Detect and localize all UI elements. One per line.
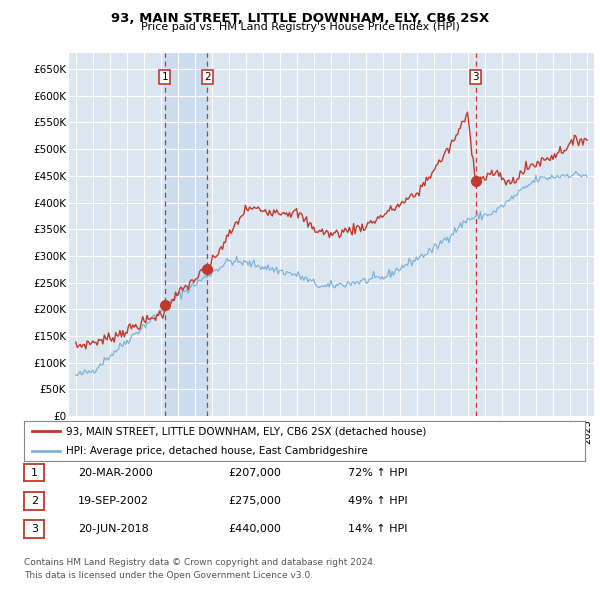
Text: Contains HM Land Registry data © Crown copyright and database right 2024.: Contains HM Land Registry data © Crown c…	[24, 558, 376, 567]
Text: 14% ↑ HPI: 14% ↑ HPI	[348, 525, 407, 534]
Text: 3: 3	[31, 525, 38, 534]
Text: £207,000: £207,000	[228, 468, 281, 477]
Text: 2: 2	[31, 496, 38, 506]
Text: This data is licensed under the Open Government Licence v3.0.: This data is licensed under the Open Gov…	[24, 571, 313, 580]
Text: 93, MAIN STREET, LITTLE DOWNHAM, ELY, CB6 2SX (detached house): 93, MAIN STREET, LITTLE DOWNHAM, ELY, CB…	[66, 427, 427, 436]
Bar	[165, 53, 208, 416]
Text: 49% ↑ HPI: 49% ↑ HPI	[348, 496, 407, 506]
Text: 3: 3	[473, 72, 479, 82]
Text: HPI: Average price, detached house, East Cambridgeshire: HPI: Average price, detached house, East…	[66, 447, 368, 456]
Text: 1: 1	[31, 468, 38, 477]
Text: 2: 2	[204, 72, 211, 82]
Text: 20-MAR-2000: 20-MAR-2000	[78, 468, 153, 477]
Text: Price paid vs. HM Land Registry's House Price Index (HPI): Price paid vs. HM Land Registry's House …	[140, 22, 460, 32]
Text: 72% ↑ HPI: 72% ↑ HPI	[348, 468, 407, 477]
Text: 1: 1	[161, 72, 168, 82]
Text: £275,000: £275,000	[228, 496, 281, 506]
Text: 19-SEP-2002: 19-SEP-2002	[78, 496, 149, 506]
Text: 93, MAIN STREET, LITTLE DOWNHAM, ELY, CB6 2SX: 93, MAIN STREET, LITTLE DOWNHAM, ELY, CB…	[111, 12, 489, 25]
Text: £440,000: £440,000	[228, 525, 281, 534]
Text: 20-JUN-2018: 20-JUN-2018	[78, 525, 149, 534]
